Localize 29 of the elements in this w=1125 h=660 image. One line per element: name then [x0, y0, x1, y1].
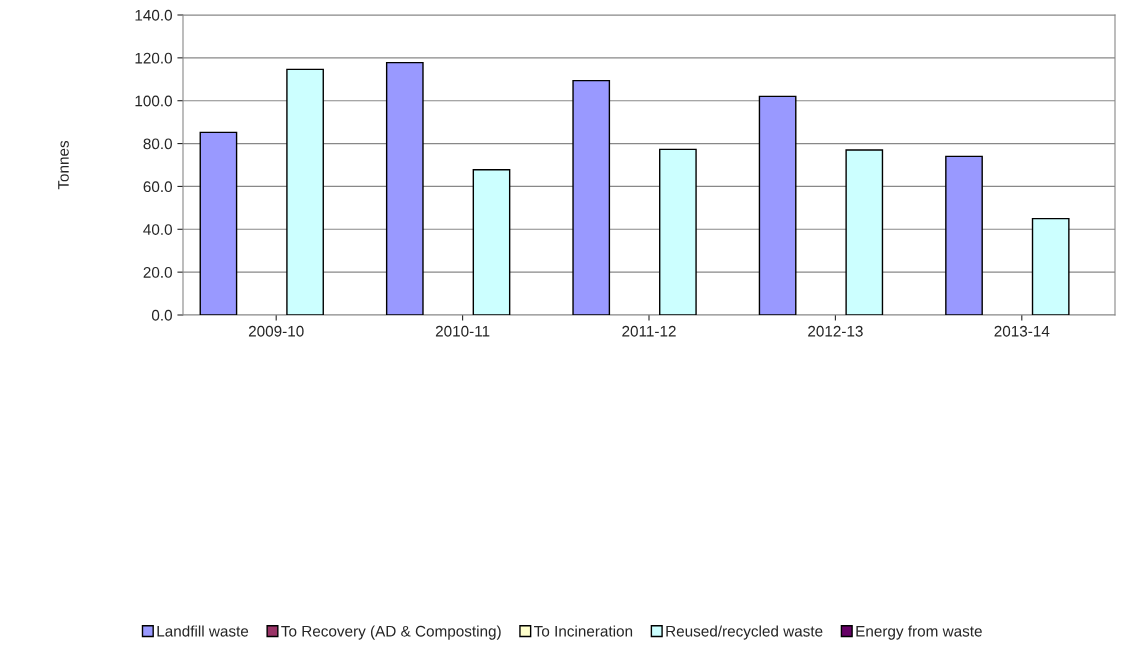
x-tick-label: 2011-12: [622, 325, 676, 337]
y-tick-label: 0.0: [151, 309, 172, 321]
bar: [758, 95, 797, 315]
legend-label: To Recovery (AD & Composting): [281, 625, 501, 640]
bar: [845, 149, 884, 315]
y-tick-label: 80.0: [143, 138, 172, 150]
x-tick-label: 2013-14: [994, 325, 1050, 337]
y-tick-label: 100.0: [135, 95, 172, 107]
legend-label: To Incineration: [534, 625, 633, 637]
x-tick-label: 2012-13: [808, 325, 863, 337]
legend-label: Reused/recycled waste: [666, 625, 823, 640]
bar: [199, 131, 238, 315]
y-tick-label: 140.0: [135, 9, 172, 21]
bar: [472, 169, 511, 315]
bar: [659, 148, 697, 315]
bar: [385, 61, 424, 315]
y-tick-label: 20.0: [143, 267, 172, 278]
legend-label: Landfill waste: [157, 625, 249, 637]
x-tick-label: 2010-11: [435, 325, 490, 337]
y-axis-title: Tonnes: [58, 140, 69, 190]
y-tick-label: 60.0: [143, 181, 172, 193]
bar: [572, 79, 611, 315]
y-tick-label: 120.0: [135, 52, 172, 64]
y-tick-label: 40.0: [143, 224, 172, 235]
x-tick-label: 2009-10: [248, 325, 304, 337]
legend-label: Energy from waste: [856, 625, 982, 640]
bar: [945, 155, 983, 315]
bar: [286, 68, 324, 315]
bar: [1031, 217, 1070, 315]
